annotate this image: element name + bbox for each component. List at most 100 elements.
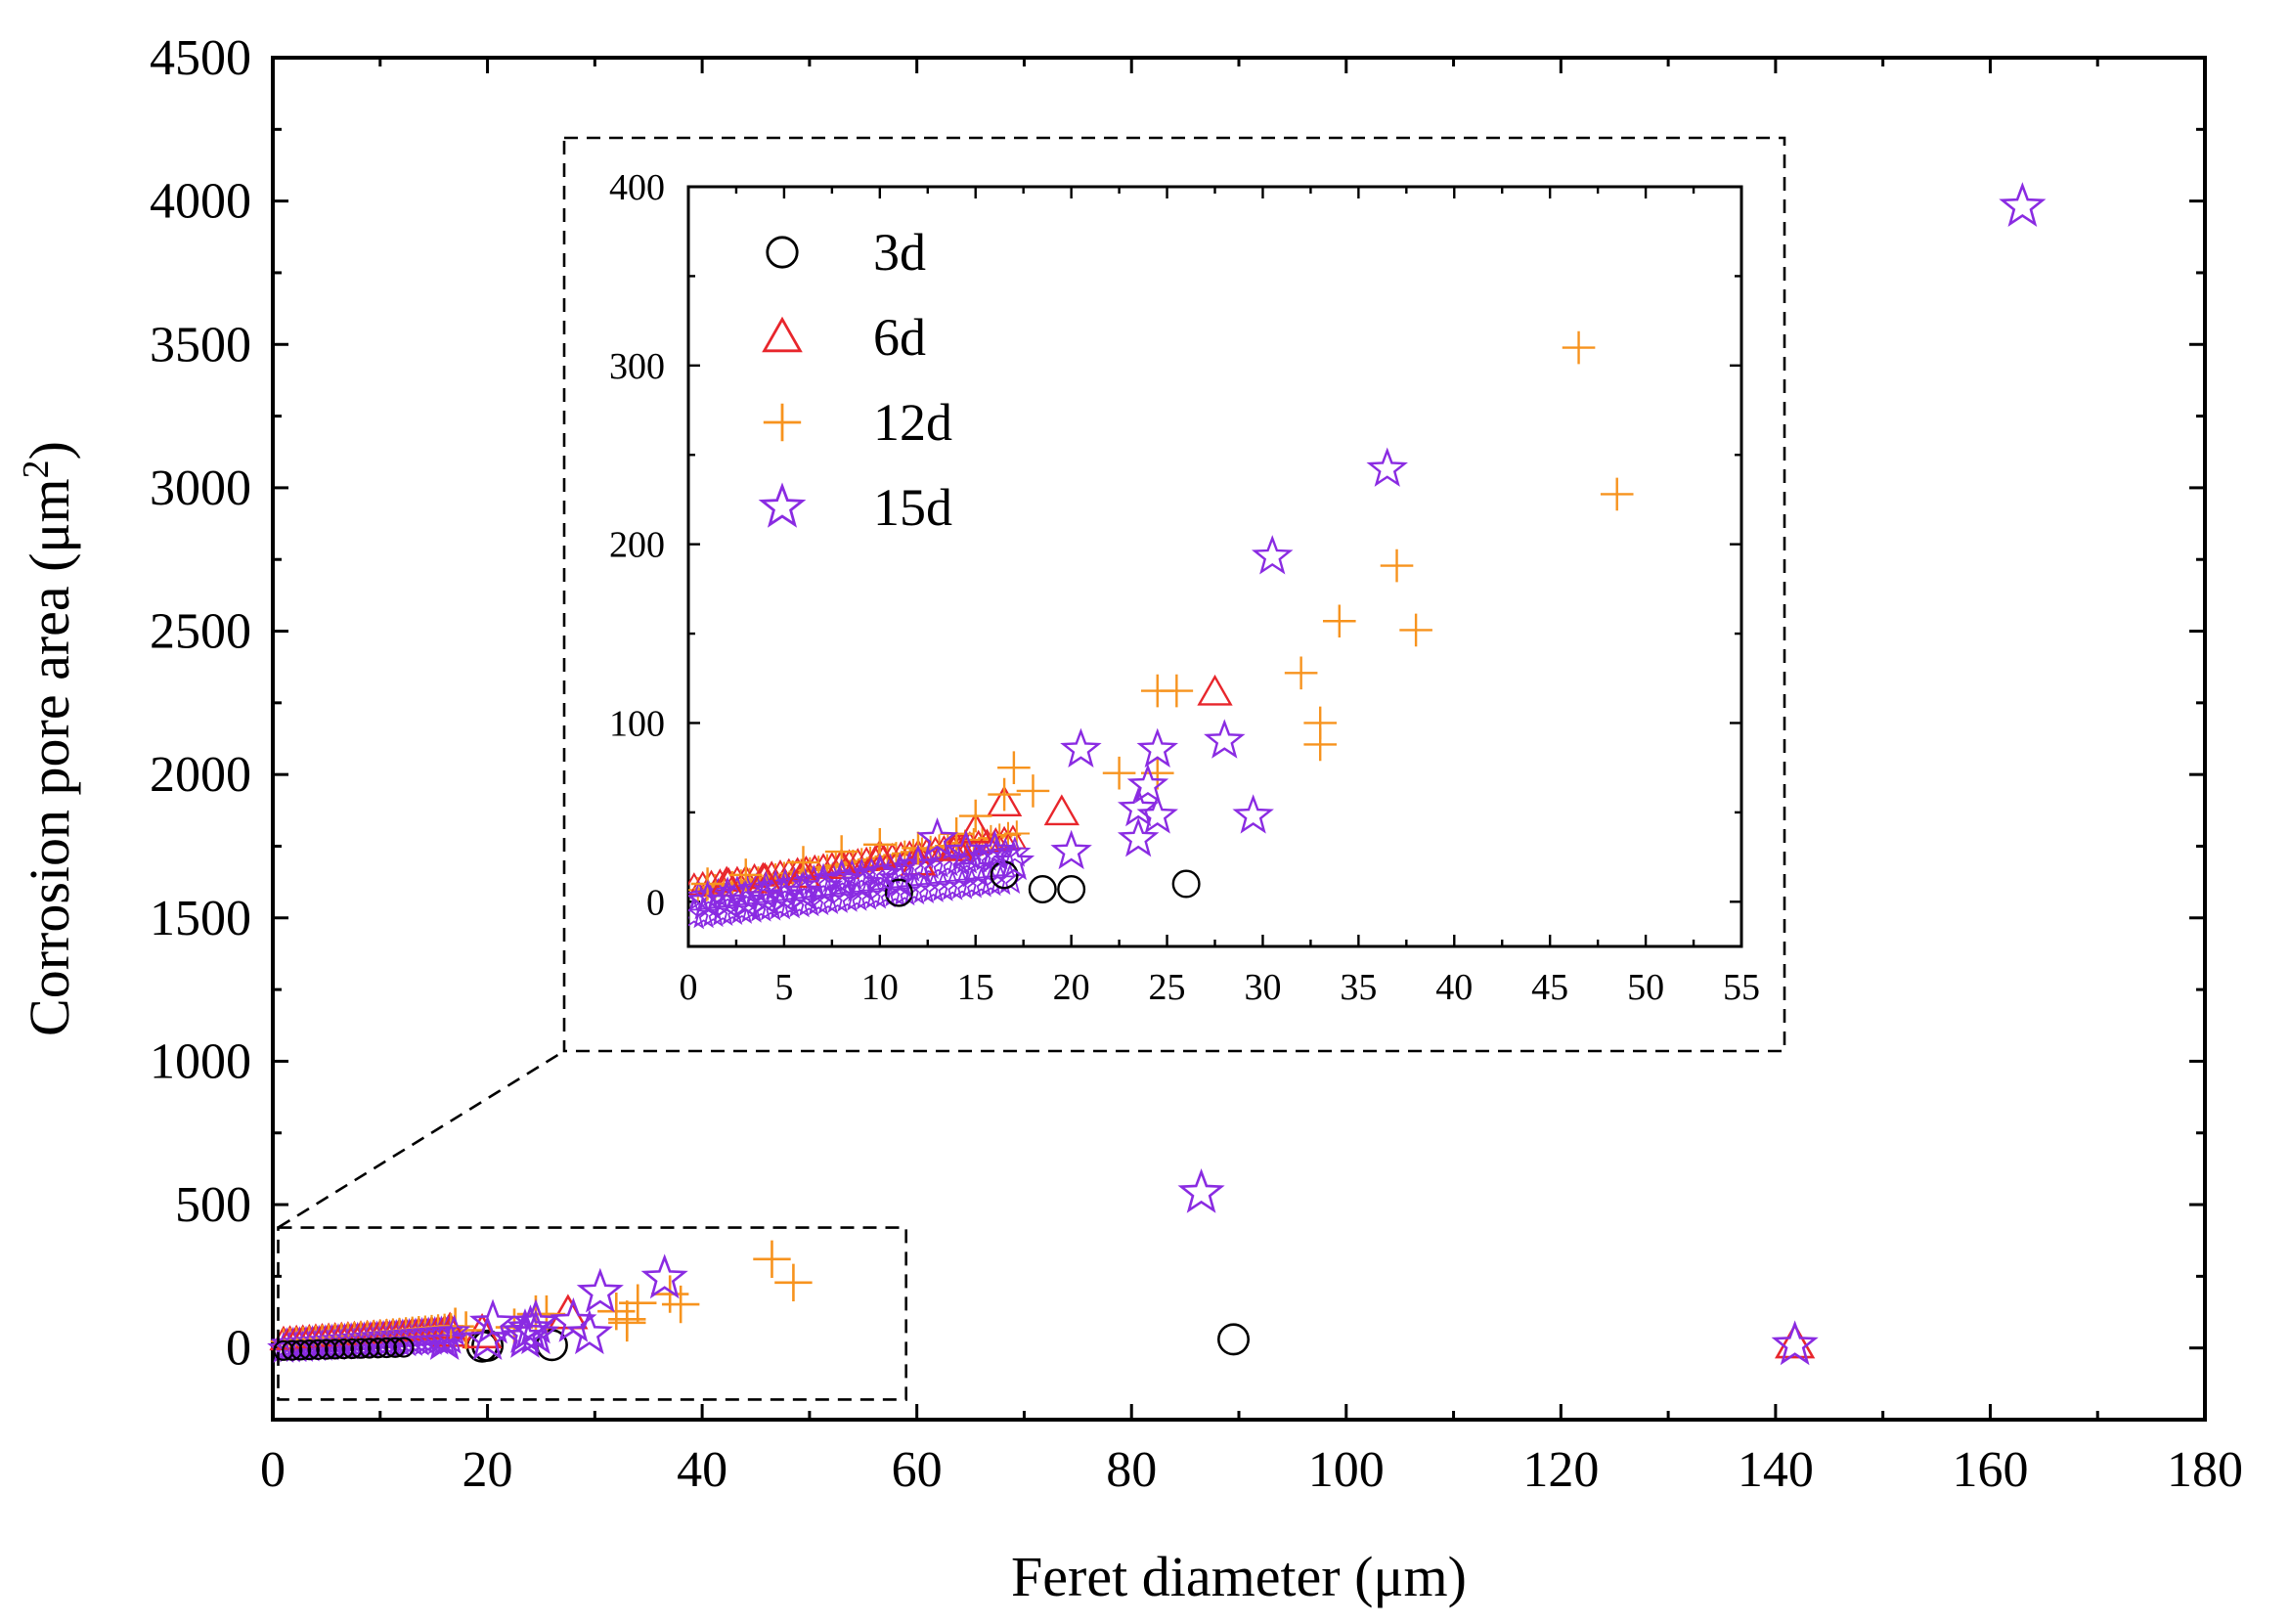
inset-outer-box xyxy=(562,136,1786,1053)
inset-cluster-15d xyxy=(864,855,898,886)
point-15d xyxy=(1999,182,2047,227)
legend-marker-3d xyxy=(766,236,799,269)
inset-point-12d xyxy=(1399,613,1432,647)
cluster-point-3d xyxy=(307,1339,329,1360)
inset-cluster-15d xyxy=(998,836,1032,867)
inset-cluster-15d xyxy=(941,844,974,875)
point-15d xyxy=(463,1315,511,1360)
inset-point-6d xyxy=(747,861,783,894)
y-tick-label: 4500 xyxy=(150,30,251,86)
zoom-region-box xyxy=(277,1226,907,1401)
inset-point-12d xyxy=(1016,774,1050,808)
inset-cluster-15d xyxy=(802,884,835,916)
inset-point-12d xyxy=(997,751,1031,784)
inset-point-12d xyxy=(988,777,1021,812)
inset-cluster-15d xyxy=(974,864,1007,897)
inset-cluster-15d xyxy=(878,875,912,907)
y-tick-label: 3000 xyxy=(150,461,251,516)
inset-y-tick-label: 200 xyxy=(609,525,665,566)
inset-point-12d xyxy=(958,799,992,833)
inset-x-tick-label: 55 xyxy=(1723,967,1760,1008)
x-tick-label: 160 xyxy=(1952,1442,2028,1498)
inset-point-3d xyxy=(1057,874,1086,903)
inset-cluster-15d xyxy=(696,896,730,928)
inset-cluster-15d xyxy=(691,879,726,910)
inset-cluster-15d xyxy=(773,887,807,919)
inset-cluster-15d xyxy=(917,871,950,902)
inset-point-12d xyxy=(1562,330,1596,365)
inset-cluster-15d xyxy=(688,897,721,929)
inset-cluster-15d xyxy=(888,874,921,906)
inset-plot: 0 5 10 15 20 25 30 35 40 45 50 55 0 100 200 300 400 3d 6d 1… xyxy=(562,136,1786,1053)
inset-cluster-15d xyxy=(744,891,777,922)
inset-point-15d xyxy=(1050,829,1092,870)
inset-y-tick-label: 0 xyxy=(646,882,665,923)
point-3d xyxy=(1217,1323,1251,1356)
inset-point-15d xyxy=(744,876,786,916)
inset-x-tick-label: 15 xyxy=(957,967,994,1008)
inset-cluster-15d xyxy=(907,872,941,904)
inset-point-15d xyxy=(1252,535,1294,575)
cluster-point-3d xyxy=(359,1338,380,1359)
inset-point-6d xyxy=(1197,674,1233,706)
cluster-point-3d xyxy=(367,1338,389,1359)
inset-x-tick-label: 50 xyxy=(1627,967,1664,1008)
inset-y-tick-label: 400 xyxy=(609,167,665,208)
inset-cluster-15d xyxy=(955,867,989,899)
main-plot: 0 20 40 60 80 100 120 140 160 1800500100015002000… xyxy=(16,30,2243,1608)
inset-point-15d xyxy=(763,874,806,914)
inset-point-12d xyxy=(1380,549,1414,583)
inset-point-15d xyxy=(945,829,988,870)
inset-point-12d xyxy=(1322,604,1356,638)
x-axis-title: Feret diameter (μm) xyxy=(1011,1545,1467,1608)
inset-cluster-15d xyxy=(936,869,969,900)
inset-y-tick-label: 300 xyxy=(609,346,665,387)
inset-cluster-15d xyxy=(764,888,797,920)
inset-cluster-15d xyxy=(850,879,883,910)
inset-points xyxy=(688,330,1634,930)
point-15d xyxy=(576,1267,624,1313)
inset-point-6d xyxy=(957,812,993,844)
y-tick-label: 500 xyxy=(175,1177,251,1233)
cluster-point-3d xyxy=(282,1339,303,1361)
x-tick-label: 140 xyxy=(1738,1442,1814,1498)
inset-x-tick-label: 0 xyxy=(680,967,698,1008)
cluster-point-15d xyxy=(437,1314,471,1346)
inset-point-6d xyxy=(785,856,821,889)
zoom-indicator xyxy=(277,1049,907,1401)
cluster-point-3d xyxy=(289,1339,312,1361)
inset-point-15d xyxy=(1126,764,1169,804)
inset-cluster-15d xyxy=(783,886,816,918)
point-6d xyxy=(1775,1323,1816,1359)
inset-point-12d xyxy=(1303,727,1337,762)
point-15d xyxy=(640,1253,688,1299)
point-12d xyxy=(774,1263,813,1302)
inset-point-15d xyxy=(1117,786,1160,827)
inset-point-15d xyxy=(916,816,958,857)
cluster-point-3d xyxy=(341,1338,363,1360)
inset-point-12d xyxy=(1600,477,1634,511)
cluster-point-3d xyxy=(350,1338,372,1359)
inset-point-15d xyxy=(782,870,824,911)
zoom-connector-line xyxy=(277,1049,565,1229)
inset-point-15d xyxy=(688,879,728,920)
cluster-point-3d xyxy=(316,1339,337,1360)
cluster-point-3d xyxy=(332,1339,355,1360)
series-6d xyxy=(429,1294,1816,1359)
x-tick-label: 20 xyxy=(462,1442,513,1498)
inset-x-tick-label: 30 xyxy=(1244,967,1281,1008)
inset-point-15d xyxy=(1204,719,1246,759)
inset-point-3d xyxy=(884,878,913,907)
inset-x-tick-label: 35 xyxy=(1340,967,1377,1008)
inset-point-3d xyxy=(1028,874,1057,903)
point-12d xyxy=(753,1240,791,1278)
point-15d xyxy=(565,1309,613,1355)
x-tick-label: 0 xyxy=(260,1442,286,1498)
cluster-point-3d xyxy=(298,1339,320,1361)
y-tick-label: 0 xyxy=(226,1321,251,1377)
inset-cluster-15d xyxy=(716,894,749,925)
cluster-point-3d xyxy=(375,1337,397,1359)
inset-cluster-15d xyxy=(883,852,916,884)
point-15d xyxy=(501,1313,550,1358)
point-3d xyxy=(471,1329,505,1362)
